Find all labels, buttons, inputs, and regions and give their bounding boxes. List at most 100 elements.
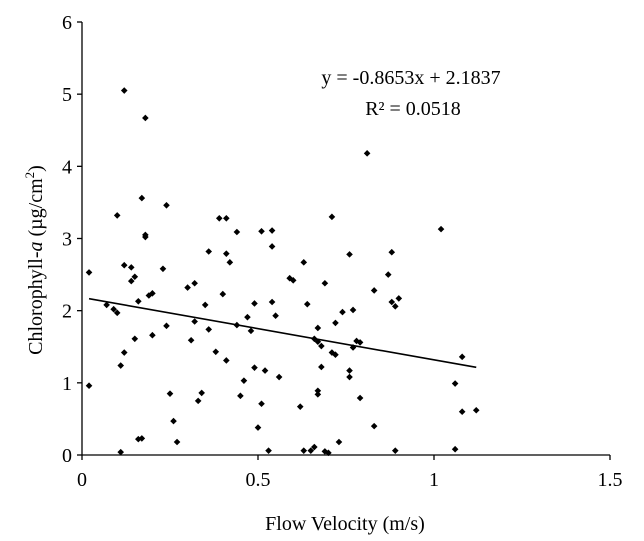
data-point <box>318 363 325 371</box>
data-point <box>149 290 156 297</box>
data-point <box>268 227 276 234</box>
data-point <box>472 406 480 414</box>
data-point <box>85 269 93 276</box>
data-point <box>149 331 156 339</box>
data-point <box>254 424 262 431</box>
data-point <box>311 443 318 451</box>
data-point <box>314 324 322 332</box>
data-point <box>237 392 244 400</box>
y-tick-label: 4 <box>62 156 72 178</box>
data-point <box>346 251 353 258</box>
data-point <box>258 227 265 235</box>
data-point <box>240 377 248 384</box>
data-point <box>370 287 378 294</box>
trendline-group <box>88 297 477 369</box>
data-point <box>395 295 403 302</box>
data-point <box>388 248 396 256</box>
data-point <box>258 400 265 408</box>
data-point <box>346 367 353 374</box>
data-point <box>113 212 121 219</box>
y-tick-label: 3 <box>62 229 72 251</box>
data-point <box>289 277 297 284</box>
data-point <box>131 273 139 281</box>
data-point <box>328 213 336 221</box>
data-point <box>388 298 396 306</box>
data-point <box>314 391 322 398</box>
x-tick-label: 1.5 <box>598 469 623 491</box>
data-point <box>325 449 332 457</box>
data-point <box>163 202 170 209</box>
data-point <box>131 335 139 343</box>
data-point <box>314 338 322 345</box>
data-point <box>251 300 258 307</box>
data-point <box>286 274 293 282</box>
y-tick-label: 5 <box>62 84 72 106</box>
data-point <box>233 228 241 236</box>
data-point <box>138 194 146 202</box>
r-squared-label: R² = 0.0518 <box>365 98 461 120</box>
data-point <box>223 357 230 364</box>
data-points <box>85 87 480 457</box>
data-point <box>244 313 251 321</box>
data-point <box>173 438 181 446</box>
data-point <box>223 250 230 257</box>
data-point <box>142 233 149 241</box>
y-tick-label: 6 <box>62 12 72 34</box>
axes <box>77 21 611 460</box>
data-point <box>321 279 329 287</box>
data-point <box>437 225 445 233</box>
x-tick-label: 0 <box>77 469 87 491</box>
data-point <box>191 279 198 287</box>
data-point <box>451 445 459 453</box>
data-point <box>451 380 459 387</box>
y-axis-title: Chlorophyll-a (µg/cm2) <box>22 165 47 355</box>
data-point <box>120 87 128 94</box>
data-point <box>349 344 357 351</box>
data-point <box>120 261 128 269</box>
data-point <box>356 339 364 346</box>
data-point <box>113 309 121 317</box>
data-point <box>120 349 128 356</box>
tick-labels: 0 1 2 3 4 5 6 0 0.5 1 1.5 <box>62 12 623 491</box>
x-tick-label: 1 <box>429 469 439 491</box>
data-point <box>272 312 279 320</box>
data-point <box>356 394 364 402</box>
data-point <box>300 259 308 266</box>
data-point <box>268 243 276 250</box>
data-point <box>138 435 146 442</box>
data-point <box>339 308 346 316</box>
data-point <box>184 284 191 291</box>
data-point <box>349 306 357 314</box>
y-tick-label: 0 <box>62 445 72 467</box>
data-point <box>247 327 255 335</box>
data-point <box>318 342 325 350</box>
data-point <box>85 382 93 390</box>
data-point <box>335 438 343 446</box>
data-point <box>296 403 304 410</box>
data-point <box>110 305 117 313</box>
data-point <box>458 408 466 415</box>
trendline-equation: y = -0.8653x + 2.1837 <box>321 67 500 89</box>
y-axis-title-close: ) <box>25 165 47 172</box>
data-point <box>353 337 360 345</box>
data-point <box>127 277 135 285</box>
x-axis-title: Flow Velocity (m/s) <box>265 513 425 535</box>
data-point <box>300 447 308 454</box>
data-point <box>117 448 125 456</box>
data-point <box>191 318 198 325</box>
data-point <box>142 114 149 122</box>
data-point <box>159 265 167 273</box>
data-point <box>265 447 272 454</box>
data-point <box>268 298 276 306</box>
data-point <box>314 387 322 395</box>
y-axis-title-italic: a <box>25 242 47 252</box>
data-point <box>198 389 205 397</box>
data-point <box>307 447 315 454</box>
data-point <box>303 300 311 308</box>
y-tick-label: 2 <box>62 301 72 323</box>
data-point <box>170 417 177 425</box>
data-point <box>223 214 230 222</box>
data-point <box>458 353 466 361</box>
data-point <box>187 336 195 344</box>
